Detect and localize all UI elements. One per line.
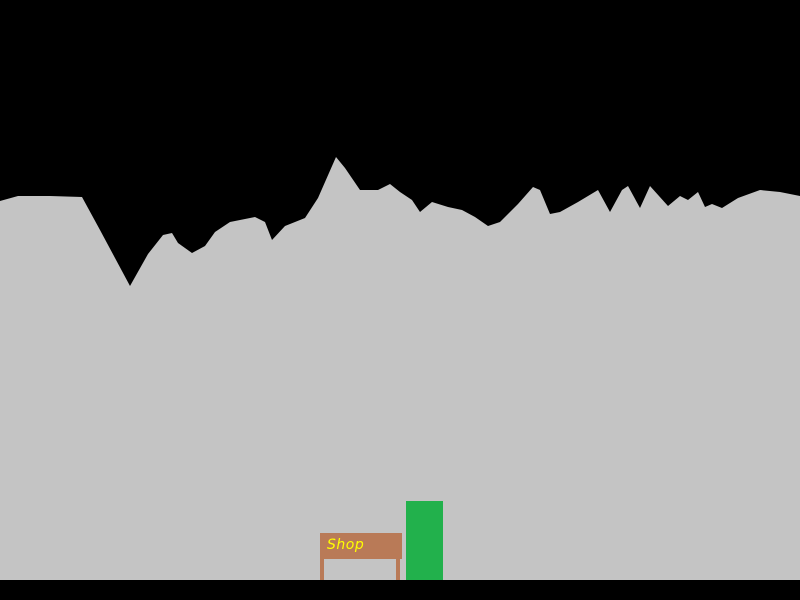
shop-label: Shop [327,537,365,553]
shop-stand[interactable]: Shop [320,533,402,580]
shop-leg-right [396,559,400,580]
cave-rock-mass [0,157,800,580]
shop-sign[interactable]: Shop [320,533,402,559]
player-character[interactable] [406,501,443,580]
ground-floor [0,580,800,600]
shop-leg-left [320,559,324,580]
